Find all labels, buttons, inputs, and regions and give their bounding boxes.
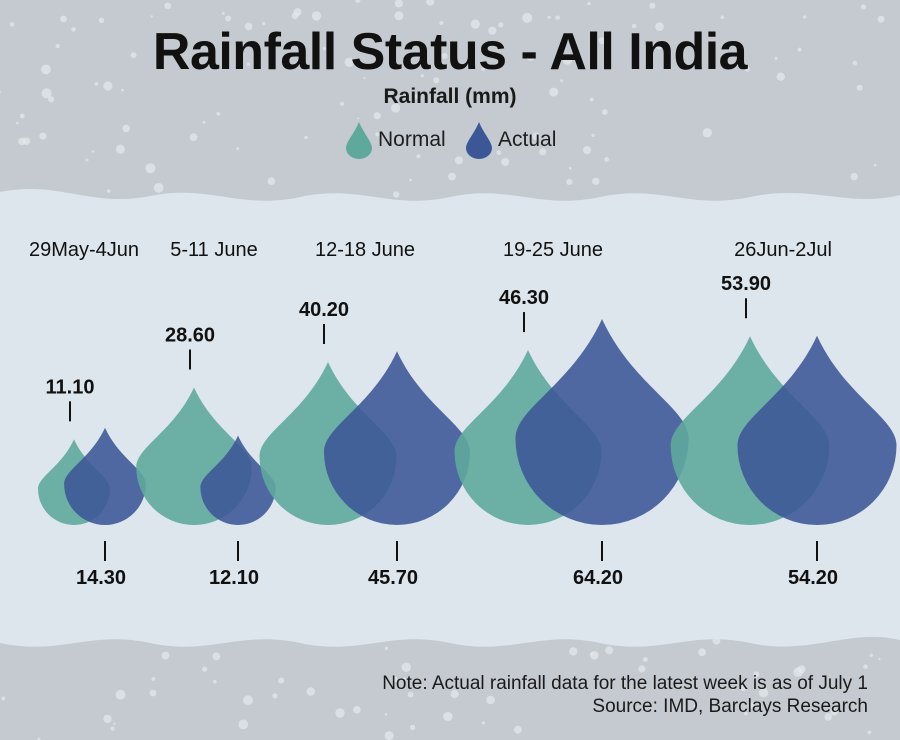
normal-value-label: 46.30 (499, 287, 549, 309)
footer-note: Note: Actual rainfall data for the lates… (382, 673, 868, 694)
normal-value-label: 40.20 (299, 299, 349, 321)
category-label: 5-11 June (170, 239, 257, 261)
chart-subtitle: Rainfall (mm) (383, 85, 517, 108)
category-label: 12-18 June (315, 239, 415, 261)
actual-value-label: 54.20 (788, 567, 838, 589)
actual-drop (737, 335, 897, 526)
legend-normal: Normal (344, 120, 446, 160)
actual-value-label: 64.20 (573, 567, 623, 589)
category-label: 26Jun-2Jul (734, 239, 832, 261)
normal-drop-icon (346, 122, 372, 159)
normal-value-label: 11.10 (46, 376, 95, 398)
legend-actual: Actual (464, 120, 556, 160)
actual-drop (64, 427, 146, 525)
chart-panel (0, 188, 900, 647)
chart-title: Rainfall Status - All India (152, 23, 748, 81)
actual-drop (324, 351, 470, 525)
actual-value-label: 45.70 (368, 567, 418, 589)
actual-drop (200, 435, 276, 525)
legend-actual-label: Actual (498, 128, 557, 151)
actual-value-label: 14.30 (76, 567, 126, 589)
legend-normal-label: Normal (378, 128, 446, 151)
category-label: 19-25 June (503, 239, 603, 261)
actual-drop (515, 319, 689, 526)
actual-drop-icon (466, 122, 492, 159)
normal-value-label: 28.60 (165, 325, 215, 347)
normal-value-label: 53.90 (721, 273, 771, 295)
actual-value-label: 12.10 (209, 567, 259, 589)
footer: Note: Actual rainfall data for the lates… (382, 672, 868, 718)
category-label: 29May-4Jun (29, 239, 139, 261)
footer-source: Source: IMD, Barclays Research (592, 696, 868, 717)
